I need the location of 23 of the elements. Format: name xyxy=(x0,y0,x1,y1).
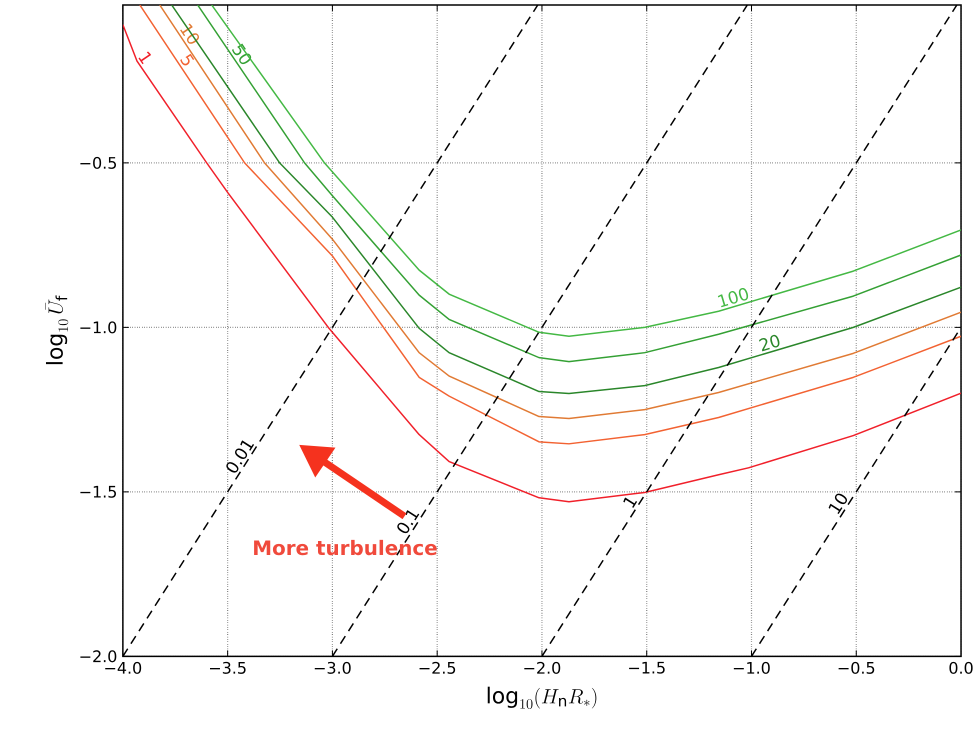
x-tick-label: −2.0 xyxy=(524,662,560,674)
x-tick-label: −4.0 xyxy=(105,662,142,674)
text: 1 xyxy=(623,497,638,508)
y-axis-title: $\log_{10}\bar{U}_\mathrm{f}$ xyxy=(46,295,68,364)
annotation: More turbulence xyxy=(254,540,437,556)
text: 20 xyxy=(759,334,780,352)
x-tick-label: −0.5 xyxy=(838,662,874,674)
text: 5 xyxy=(180,54,194,66)
x-tick-label: −1.5 xyxy=(629,662,665,674)
text: 0.1 xyxy=(397,510,420,534)
x-axis-title: $\log_{10}(H_\mathrm{n}R_*)$ xyxy=(488,686,596,709)
x-tick-label: −2.5 xyxy=(420,662,456,674)
x-tick-label: 0.0 xyxy=(949,662,973,674)
y-tick-label: −2.0 xyxy=(80,650,116,662)
y-tick-label: −0.5 xyxy=(80,156,116,169)
text: 1 xyxy=(138,51,152,64)
x-tick-label: −3.0 xyxy=(314,662,351,674)
text: 10 xyxy=(828,494,848,514)
y-tick-label: −1.0 xyxy=(80,321,116,334)
x-tick-label: −1.0 xyxy=(734,662,770,674)
text: 100 xyxy=(718,288,748,308)
x-tick-label: −3.5 xyxy=(210,662,246,674)
y-tick-label: −1.5 xyxy=(80,486,116,498)
